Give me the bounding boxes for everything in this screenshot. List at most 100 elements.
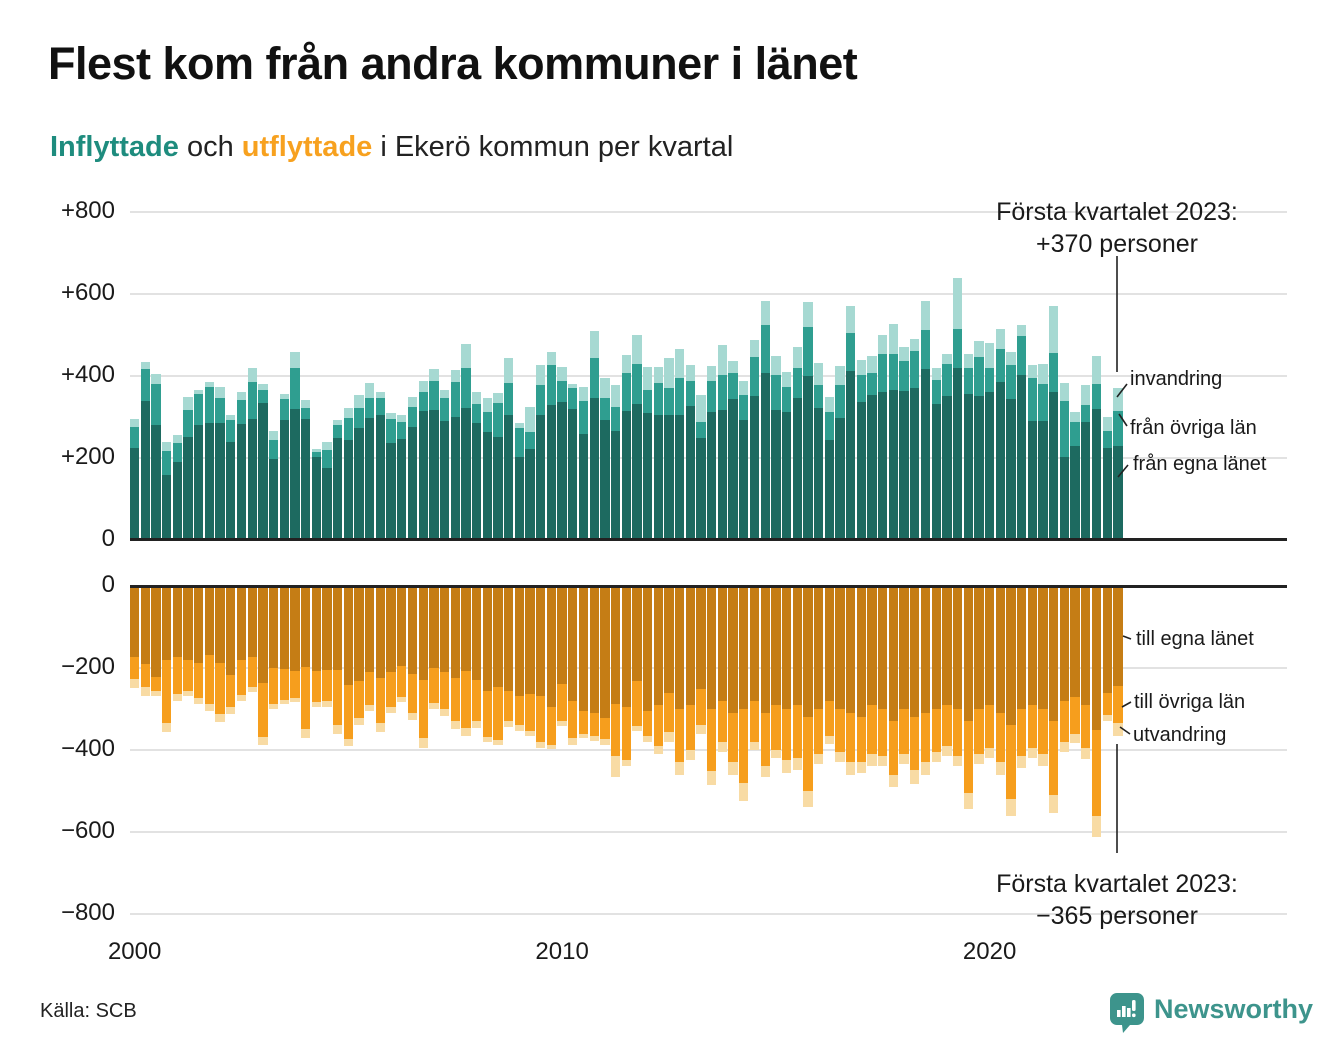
inflow-segment-0 bbox=[1017, 375, 1027, 540]
inflow-segment-2 bbox=[343, 407, 354, 418]
inflow-segment-2 bbox=[867, 355, 877, 374]
inflow-bar bbox=[867, 355, 877, 541]
inflow-segment-0 bbox=[995, 382, 1005, 540]
inflow-segment-2 bbox=[418, 381, 428, 393]
inflow-segment-2 bbox=[354, 394, 364, 409]
inflow-bar bbox=[290, 352, 300, 540]
inflow-segment-0 bbox=[204, 423, 215, 540]
outflow-bar bbox=[995, 586, 1005, 775]
inflow-bar bbox=[974, 340, 984, 540]
outflow-bar bbox=[664, 586, 674, 742]
outflow-segment-1 bbox=[1081, 704, 1091, 748]
inflow-segment-0 bbox=[172, 462, 183, 540]
outflow-bar bbox=[632, 586, 642, 732]
outflow-segment-2 bbox=[365, 704, 375, 712]
outflow-segment-1 bbox=[300, 667, 311, 730]
inflow-segment-2 bbox=[984, 343, 995, 368]
inflow-segment-2 bbox=[856, 359, 866, 376]
inflow-segment-1 bbox=[536, 385, 546, 416]
outflow-segment-0 bbox=[867, 586, 877, 705]
inflow-bar bbox=[354, 394, 364, 540]
inflow-segment-0 bbox=[610, 431, 621, 540]
outflow-bar bbox=[717, 586, 728, 753]
inflow-segment-1 bbox=[407, 406, 418, 427]
inflow-segment-0 bbox=[130, 447, 140, 540]
outflow-segment-2 bbox=[162, 723, 172, 732]
outflow-segment-2 bbox=[1027, 747, 1037, 759]
inflow-bar bbox=[717, 345, 728, 540]
outflow-segment-1 bbox=[1102, 692, 1112, 716]
outflow-segment-1 bbox=[899, 709, 909, 755]
inflow-segment-0 bbox=[162, 475, 172, 540]
outflow-segment-2 bbox=[910, 770, 920, 784]
outflow-bar bbox=[1102, 586, 1112, 722]
inflow-bar bbox=[856, 359, 866, 540]
outflow-segment-2 bbox=[172, 693, 183, 701]
outflow-bar bbox=[760, 586, 770, 777]
newsworthy-logo: Newsworthy bbox=[1110, 993, 1313, 1033]
inflow-bar bbox=[1091, 355, 1102, 541]
inflow-segment-2 bbox=[1102, 417, 1112, 432]
inflow-segment-1 bbox=[450, 382, 460, 417]
outflow-bar bbox=[258, 586, 268, 746]
inflow-bar bbox=[557, 367, 567, 540]
inflow-segment-2 bbox=[920, 300, 931, 331]
outflow-segment-2 bbox=[696, 725, 706, 734]
inflow-segment-2 bbox=[333, 420, 343, 426]
outflow-segment-2 bbox=[322, 701, 332, 707]
inflow-segment-0 bbox=[258, 403, 268, 540]
outflow-bar bbox=[589, 586, 599, 742]
x-tick-label: 2010 bbox=[535, 938, 589, 965]
inflow-bar bbox=[258, 383, 268, 540]
outflow-bar bbox=[610, 586, 621, 777]
outflow-segment-2 bbox=[300, 729, 311, 738]
inflow-segment-0 bbox=[514, 457, 525, 540]
inflow-segment-0 bbox=[942, 396, 952, 540]
outflow-segment-1 bbox=[696, 688, 706, 726]
outflow-segment-2 bbox=[739, 782, 749, 802]
inflow-bar bbox=[418, 381, 428, 540]
outflow-segment-0 bbox=[236, 586, 247, 661]
outflow-segment-0 bbox=[311, 586, 321, 671]
outflow-bar bbox=[290, 586, 300, 702]
inflow-bar bbox=[568, 384, 578, 540]
outflow-segment-1 bbox=[322, 670, 332, 702]
inflow-segment-0 bbox=[760, 373, 770, 540]
inflow-segment-2 bbox=[878, 335, 888, 355]
inflow-segment-0 bbox=[268, 458, 279, 540]
inflow-segment-1 bbox=[525, 432, 535, 449]
inflow-segment-2 bbox=[995, 328, 1005, 350]
outflow-segment-1 bbox=[642, 711, 653, 737]
inflow-segment-0 bbox=[642, 413, 653, 540]
outflow-segment-2 bbox=[664, 731, 674, 742]
inflow-segment-2 bbox=[236, 391, 247, 400]
outflow-segment-2 bbox=[247, 687, 257, 692]
inflow-bar bbox=[675, 348, 685, 540]
inflow-bar bbox=[813, 362, 824, 540]
label-till-ovriga-lan: till övriga län bbox=[1134, 691, 1246, 713]
inflow-segment-1 bbox=[162, 450, 172, 476]
outflow-segment-2 bbox=[525, 731, 535, 736]
outflow-segment-1 bbox=[1070, 696, 1080, 734]
subtitle-utflyttade-word: utflyttade bbox=[241, 131, 373, 163]
outflow-segment-0 bbox=[525, 586, 535, 694]
outflow-segment-0 bbox=[781, 586, 792, 709]
inflow-segment-0 bbox=[236, 423, 247, 540]
inflow-segment-2 bbox=[183, 396, 193, 411]
outflow-bar bbox=[749, 586, 760, 750]
outflow-segment-0 bbox=[482, 586, 492, 692]
inflow-segment-1 bbox=[343, 417, 354, 441]
inflow-segment-2 bbox=[386, 412, 396, 419]
inflow-segment-0 bbox=[557, 401, 567, 540]
outflow-segment-1 bbox=[888, 721, 899, 775]
lower-zero-axis bbox=[130, 585, 1287, 588]
outflow-segment-2 bbox=[578, 733, 589, 739]
outflow-segment-1 bbox=[140, 664, 150, 688]
outflow-segment-0 bbox=[354, 586, 364, 682]
inflow-segment-1 bbox=[268, 439, 279, 459]
outflow-segment-1 bbox=[632, 681, 642, 726]
inflow-segment-1 bbox=[878, 354, 888, 392]
outflow-bar bbox=[439, 586, 450, 717]
inflow-bar bbox=[194, 389, 204, 540]
outflow-bar bbox=[546, 586, 557, 750]
